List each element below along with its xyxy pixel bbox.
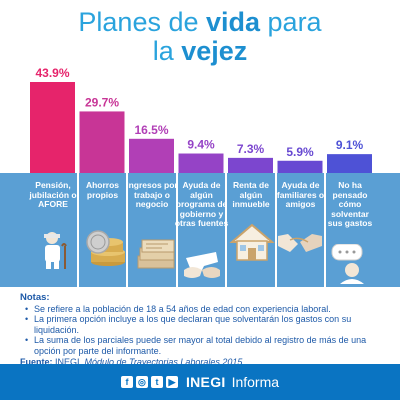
elderly-man-icon bbox=[30, 230, 78, 270]
category-label-5: Renta de algún inmueble bbox=[232, 180, 270, 209]
bar-1 bbox=[30, 82, 75, 173]
bar-value-label-3: 16.5% bbox=[134, 123, 168, 137]
notes-list: Se refiere a la población de 18 a 54 año… bbox=[20, 304, 390, 357]
brand-subtitle: Informa bbox=[231, 374, 280, 390]
bar-7 bbox=[327, 154, 372, 173]
banknotes-icon bbox=[132, 232, 180, 272]
thinking-person-icon bbox=[328, 243, 376, 284]
bar-value-label-1: 43.9% bbox=[35, 66, 69, 80]
source-line: Fuente: INEGI. Módulo de Trayectorias La… bbox=[20, 357, 245, 367]
twitter-icon[interactable]: t bbox=[150, 376, 163, 388]
category-divider bbox=[225, 173, 227, 287]
category-label-7: No ha pensado cómo solventar sus gastos bbox=[327, 180, 373, 228]
bar-4 bbox=[178, 153, 224, 173]
bar-value-label-5: 7.3% bbox=[237, 142, 265, 156]
title-line-1: Planes de vida para bbox=[78, 7, 322, 37]
category-label-2: Ahorros propios bbox=[85, 180, 120, 200]
bar-6 bbox=[277, 160, 323, 173]
category-divider bbox=[175, 173, 178, 287]
bar-3 bbox=[129, 138, 174, 173]
bar-value-label-2: 29.7% bbox=[85, 95, 119, 109]
category-divider bbox=[76, 173, 79, 287]
note-item: Se refiere a la población de 18 a 54 año… bbox=[25, 304, 390, 315]
category-label-4: Ayuda de algún programa de gobierno y ot… bbox=[174, 180, 229, 228]
instagram-icon[interactable]: ◎ bbox=[135, 376, 148, 388]
category-label-1: Pensión, jubilación o AFORE bbox=[29, 180, 77, 209]
bar-value-label-4: 9.4% bbox=[187, 138, 215, 152]
note-item: La suma de los parciales puede ser mayor… bbox=[25, 335, 390, 356]
note-item: La primera opción incluye a los que decl… bbox=[25, 314, 390, 335]
house-icon bbox=[228, 222, 276, 262]
youtube-icon[interactable]: ▶ bbox=[165, 376, 178, 388]
bar-2 bbox=[79, 111, 125, 173]
coins-icon bbox=[82, 224, 130, 266]
page-title: Planes de vida para la vejez bbox=[0, 8, 400, 66]
category-divider bbox=[126, 173, 128, 287]
bar-value-label-7: 9.1% bbox=[336, 138, 364, 152]
bar-chart: 43.9% 29.7% 16.5% 9.4% 7.3% 5.9% 9.1% bbox=[30, 66, 372, 173]
brand-logo: INEGI bbox=[185, 374, 226, 390]
footer-bar: f ◎ t ▶ INEGI Informa bbox=[0, 364, 400, 400]
notes-title: Notas: bbox=[20, 292, 50, 303]
category-label-6: Ayuda de familiares o amigos bbox=[276, 180, 325, 209]
category-divider bbox=[274, 173, 277, 287]
category-divider bbox=[324, 173, 326, 287]
title-line-2: la vejez bbox=[152, 36, 248, 66]
handshake-icon bbox=[276, 222, 324, 262]
bar-value-label-6: 5.9% bbox=[286, 145, 314, 159]
map-hands-icon bbox=[178, 240, 226, 280]
facebook-icon[interactable]: f bbox=[120, 376, 133, 388]
notes-section: Notas: Se refiere a la población de 18 a… bbox=[20, 292, 390, 368]
category-label-3: Ingresos por trabajo o negocio bbox=[126, 180, 178, 209]
bar-5 bbox=[228, 157, 273, 173]
